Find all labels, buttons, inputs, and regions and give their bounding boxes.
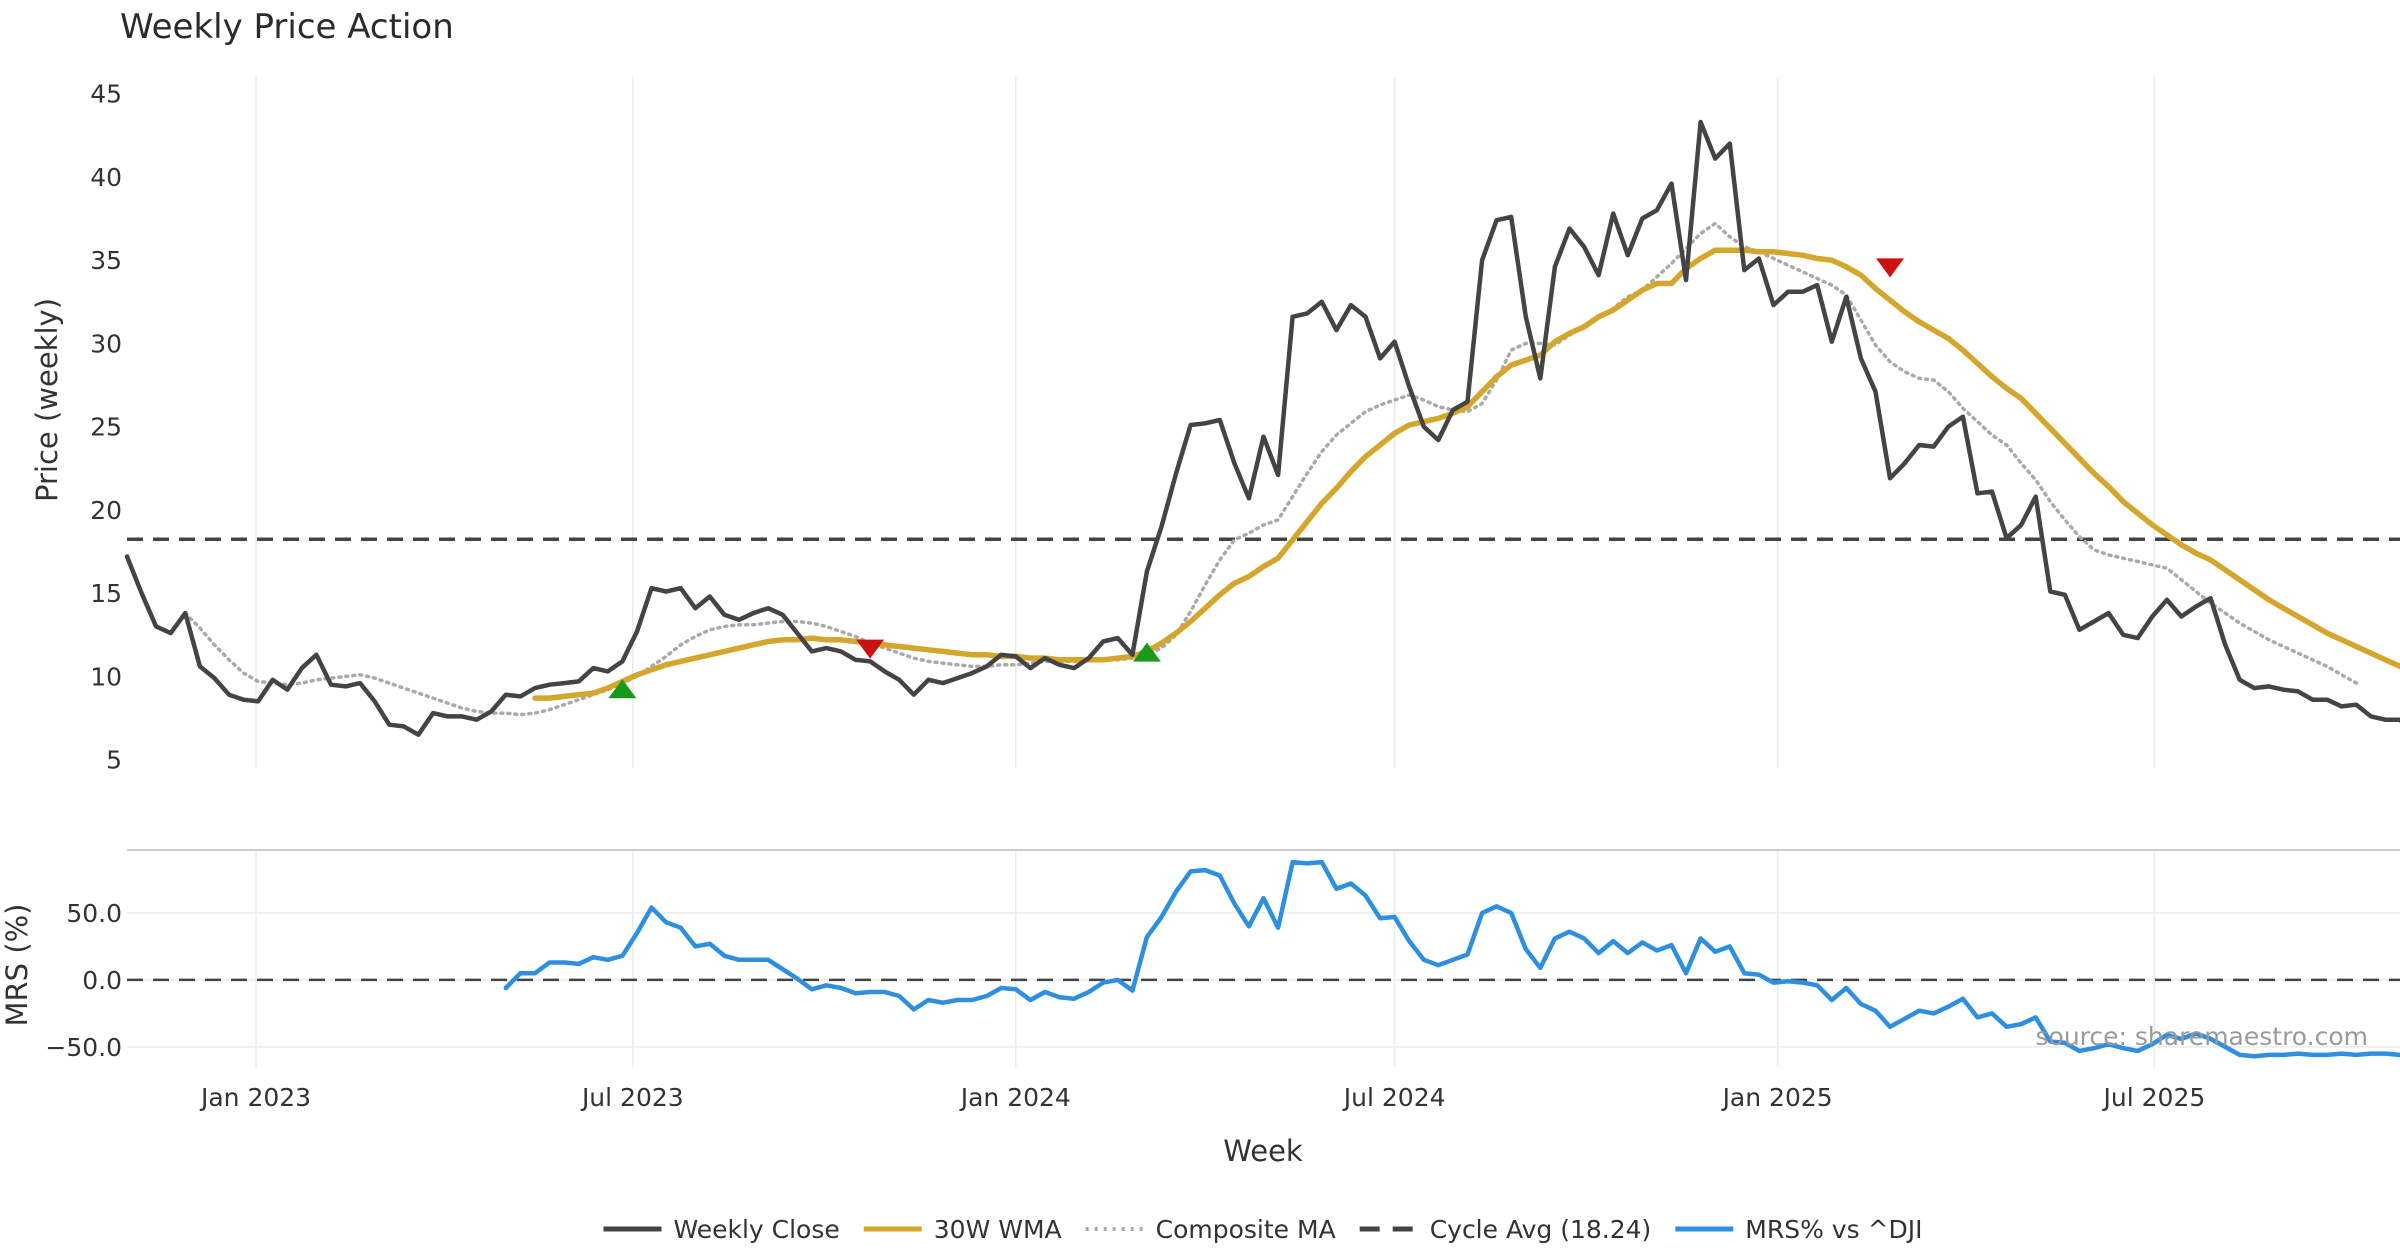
price-panel	[124, 119, 2400, 737]
legend-label: Weekly Close	[673, 1215, 839, 1244]
mrs-y-tick-label: 50.0	[66, 899, 122, 928]
x-axis-label: Week	[1223, 1134, 1303, 1168]
sell-signal-marker	[856, 639, 885, 659]
price-y-tick-label: 20	[90, 496, 122, 525]
buy-signal-marker	[608, 679, 637, 699]
legend-label: MRS% vs ^DJI	[1745, 1215, 1922, 1244]
price-y-tick-label: 25	[90, 413, 122, 442]
composite-ma-line	[183, 221, 2359, 717]
buy-signal-marker	[1132, 642, 1161, 662]
x-tick-label: Jul 2024	[1342, 1083, 1446, 1112]
chart-title: Weekly Price Action	[120, 7, 454, 47]
mrs-panel	[127, 859, 2400, 1059]
weekly-close-line	[124, 119, 2400, 737]
price-y-tick-label: 35	[90, 246, 122, 275]
price-y-tick-label: 5	[106, 746, 122, 775]
x-tick-label: Jan 2024	[959, 1083, 1071, 1112]
wma-30w-line	[532, 247, 2400, 701]
legend-label: Composite MA	[1156, 1215, 1336, 1244]
mrs-y-tick-label: 0.0	[82, 966, 122, 995]
price-y-tick-label: 30	[90, 329, 122, 358]
x-tick-label: Jan 2025	[1721, 1083, 1833, 1112]
price-y-tick-label: 45	[90, 80, 122, 109]
price-y-tick-label: 15	[90, 579, 122, 608]
mrs-y-axis-label: MRS (%)	[0, 904, 34, 1027]
legend-label: Cycle Avg (18.24)	[1430, 1215, 1652, 1244]
mrs-y-tick-label: −50.0	[45, 1033, 122, 1062]
tick-labels: Jan 2023 Jul 2023 Jan 2024 Jul 2024 Jan 2025…	[45, 80, 2205, 1112]
source-note: source: sharemaestro.com	[2036, 1022, 2369, 1051]
x-tick-label: Jul 2025	[2102, 1083, 2206, 1112]
mrs-line	[503, 859, 2400, 1059]
legend-label: 30W WMA	[934, 1215, 1062, 1244]
sell-signal-marker	[1876, 258, 1905, 278]
price-y-tick-label: 10	[90, 662, 122, 691]
x-tick-label: Jul 2023	[580, 1083, 684, 1112]
price-y-tick-label: 40	[90, 163, 122, 192]
legend: Weekly Close 30W WMA Composite MA Cycle Avg…	[603, 1215, 1923, 1244]
price-y-axis-label: Price (weekly)	[30, 298, 64, 502]
x-tick-label: Jan 2023	[199, 1083, 311, 1112]
